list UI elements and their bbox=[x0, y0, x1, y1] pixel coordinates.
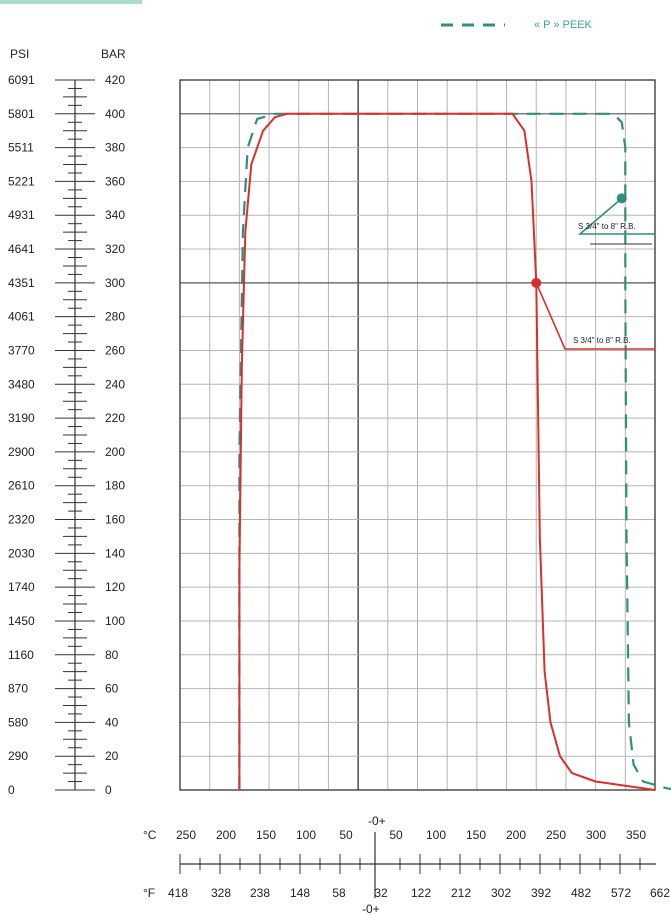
bar-tick-label: 240 bbox=[105, 377, 125, 391]
bar-tick-label: 140 bbox=[105, 546, 125, 560]
fahrenheit-tick-label: 148 bbox=[290, 886, 310, 900]
psi-tick-label: 2030 bbox=[8, 546, 35, 560]
celsius-tick-label: 150 bbox=[466, 828, 486, 842]
bar-tick-label: 420 bbox=[105, 73, 125, 87]
psi-tick-label: 870 bbox=[8, 682, 28, 696]
fahrenheit-tick-label: 302 bbox=[491, 886, 511, 900]
psi-tick-label: 2320 bbox=[8, 513, 35, 527]
fahrenheit-tick-label: 572 bbox=[611, 886, 631, 900]
fahrenheit-tick-label: 662 bbox=[650, 886, 670, 900]
zero-label-top: -0+ bbox=[368, 814, 386, 828]
bar-tick-label: 0 bbox=[105, 783, 112, 797]
celsius-tick-label: 150 bbox=[256, 828, 276, 842]
header-accent-bar bbox=[0, 0, 142, 4]
psi-tick-label: 4931 bbox=[8, 208, 35, 222]
zero-label-bottom: -0+ bbox=[362, 902, 380, 915]
bar-tick-label: 180 bbox=[105, 479, 125, 493]
psi-tick-label: 2900 bbox=[8, 445, 35, 459]
bar-tick-label: 20 bbox=[105, 749, 119, 763]
fahrenheit-tick-label: 32 bbox=[374, 886, 388, 900]
fahrenheit-tick-label: 58 bbox=[332, 886, 346, 900]
psi-tick-label: 1450 bbox=[8, 614, 35, 628]
series-line-peek bbox=[238, 112, 671, 790]
bar-axis-header: BAR bbox=[101, 47, 126, 61]
psi-tick-label: 4641 bbox=[8, 242, 35, 256]
psi-tick-label: 0 bbox=[8, 783, 15, 797]
legend-label: « P » PEEK bbox=[534, 19, 593, 31]
fahrenheit-tick-label: 122 bbox=[411, 886, 431, 900]
psi-tick-label: 4351 bbox=[8, 276, 35, 290]
bar-tick-label: 40 bbox=[105, 715, 119, 729]
bar-tick-label: 400 bbox=[105, 107, 125, 121]
bar-tick-label: 160 bbox=[105, 513, 125, 527]
leader-line-peek bbox=[577, 197, 655, 235]
bar-tick-label: 260 bbox=[105, 343, 125, 357]
bar-tick-label: 320 bbox=[105, 242, 125, 256]
psi-tick-label: 5511 bbox=[8, 141, 34, 155]
fahrenheit-tick-label: 238 bbox=[250, 886, 270, 900]
fahrenheit-tick-label: 418 bbox=[168, 886, 188, 900]
celsius-tick-label: 200 bbox=[216, 828, 236, 842]
psi-axis-header: PSI bbox=[10, 47, 29, 61]
celsius-tick-label: 100 bbox=[296, 828, 316, 842]
bar-tick-label: 380 bbox=[105, 141, 125, 155]
fahrenheit-tick-label: 482 bbox=[571, 886, 591, 900]
fahrenheit-tick-label: 328 bbox=[211, 886, 231, 900]
psi-tick-label: 580 bbox=[8, 715, 28, 729]
celsius-tick-label: 250 bbox=[176, 828, 196, 842]
bar-tick-label: 200 bbox=[105, 445, 125, 459]
celsius-tick-label: 300 bbox=[586, 828, 606, 842]
bottom-temperature-axis: 250 200 150 100 50 50 100 150 200 250 300 350 418 328… bbox=[168, 828, 670, 900]
bar-tick-label: 220 bbox=[105, 411, 125, 425]
bar-tick-label: 80 bbox=[105, 648, 119, 662]
series-annotation-red: S 3/4" to 8" R.B. bbox=[573, 336, 631, 345]
bar-tick-label: 360 bbox=[105, 174, 125, 188]
bar-tick-label: 340 bbox=[105, 208, 125, 222]
bar-tick-label: 60 bbox=[105, 682, 119, 696]
celsius-tick-label: 50 bbox=[389, 828, 403, 842]
celsius-tick-label: 200 bbox=[506, 828, 526, 842]
celsius-tick-label: 250 bbox=[546, 828, 566, 842]
fahrenheit-tick-label: 392 bbox=[531, 886, 551, 900]
plot-frame bbox=[179, 79, 656, 791]
fahrenheit-unit-label: °F bbox=[143, 886, 155, 900]
psi-tick-label: 3190 bbox=[8, 411, 35, 425]
psi-tick-label: 1740 bbox=[8, 580, 35, 594]
celsius-tick-label: 50 bbox=[339, 828, 353, 842]
leader-line-red bbox=[535, 282, 655, 350]
bar-tick-label: 280 bbox=[105, 310, 125, 324]
celsius-tick-label: 350 bbox=[626, 828, 646, 842]
psi-tick-label: 3770 bbox=[8, 343, 35, 357]
psi-tick-label: 5801 bbox=[8, 107, 35, 121]
series-annotation-peek: S 3/4" to 8" R.B. bbox=[578, 222, 636, 231]
series-line-red bbox=[238, 112, 656, 791]
psi-tick-label: 1160 bbox=[8, 648, 34, 662]
psi-tick-label: 6091 bbox=[8, 73, 35, 87]
psi-tick-label: 2610 bbox=[8, 479, 35, 493]
psi-tick-label: 4061 bbox=[8, 310, 35, 324]
celsius-tick-label: 100 bbox=[426, 828, 446, 842]
fahrenheit-tick-label: 212 bbox=[451, 886, 471, 900]
plot-series bbox=[238, 112, 671, 791]
psi-tick-label: 5221 bbox=[8, 174, 35, 188]
bar-tick-label: 300 bbox=[105, 276, 125, 290]
psi-tick-label: 290 bbox=[8, 749, 28, 763]
plot-grid bbox=[179, 79, 656, 791]
celsius-unit-label: °C bbox=[143, 828, 157, 842]
psi-tick-label: 3480 bbox=[8, 377, 35, 391]
legend: « P » PEEK bbox=[441, 19, 593, 31]
bar-tick-label: 100 bbox=[105, 614, 125, 628]
bar-tick-label: 120 bbox=[105, 580, 125, 594]
